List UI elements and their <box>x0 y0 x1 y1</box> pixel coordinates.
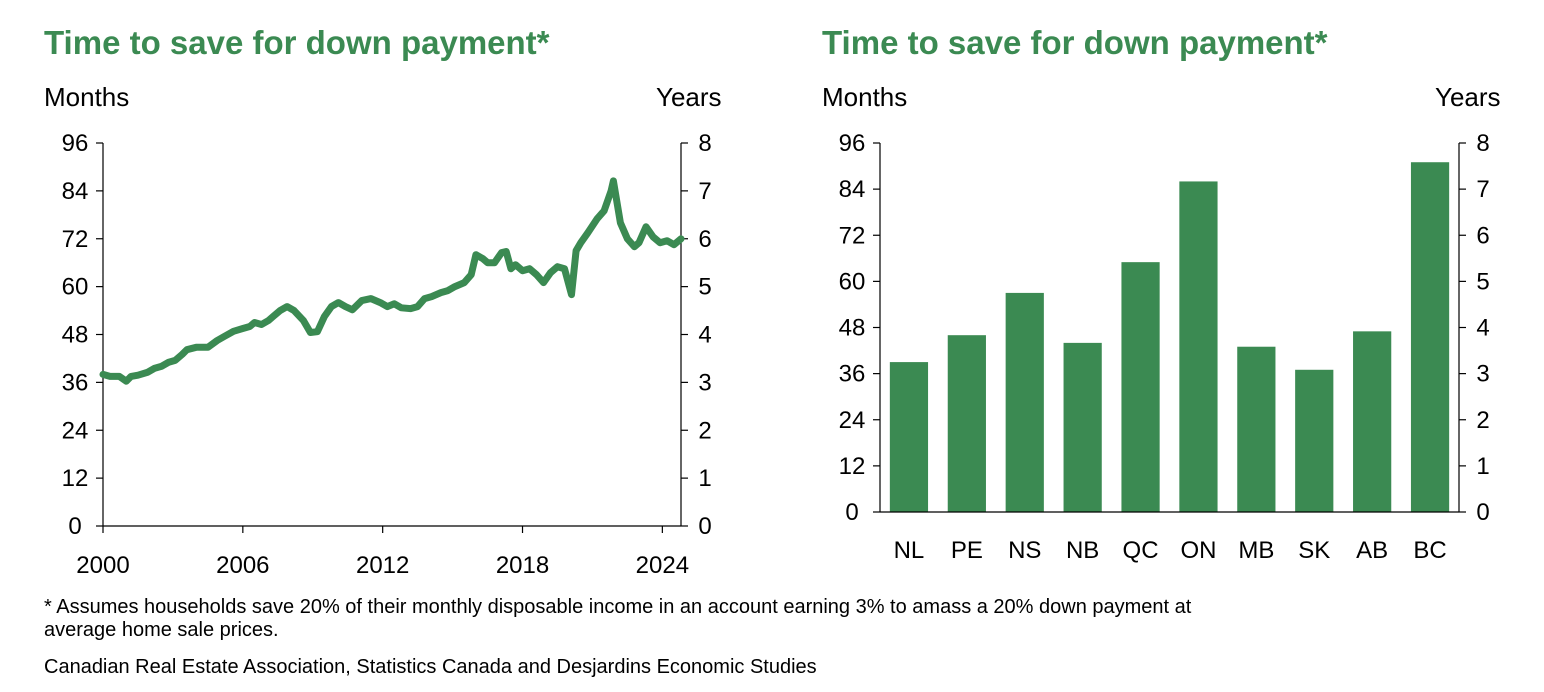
right-y2-tick-label: 7 <box>1476 176 1489 203</box>
right-y-tick-label: 96 <box>839 130 866 157</box>
right-y2-tick-label: 6 <box>1476 222 1489 249</box>
right-x-tick-label: PE <box>951 537 983 564</box>
bar-nb <box>1063 342 1102 512</box>
left-y-tick-label: 12 <box>62 465 89 492</box>
left-series-line <box>99 177 685 385</box>
right-y-tick-label: 36 <box>839 361 866 388</box>
left-x-tick-label: 2018 <box>496 552 549 579</box>
left-y-axis-label: Months <box>44 82 130 112</box>
bar-on <box>1179 181 1218 512</box>
bar-ns <box>1005 292 1044 512</box>
left-y2-tick-label: 4 <box>698 322 711 349</box>
right-y2-tick-label: 2 <box>1476 407 1489 434</box>
left-y2-tick-label: 3 <box>698 369 711 396</box>
right-y-tick-label: 24 <box>839 407 866 434</box>
left-chart-title: Time to save for down payment* <box>44 24 550 61</box>
left-y2-tick-label: 2 <box>698 417 711 444</box>
right-y2-tick-label: 5 <box>1476 268 1489 295</box>
right-y2-axis-label: Years <box>1435 82 1501 112</box>
left-y-tick-label: 60 <box>62 274 89 301</box>
left-x-tick-label: 2000 <box>76 552 129 579</box>
left-x-tick-label: 2024 <box>636 552 689 579</box>
left-y2-tick-label: 8 <box>698 130 711 157</box>
right-y2-tick-label: 4 <box>1476 315 1489 342</box>
right-y-tick-label: 12 <box>839 453 866 480</box>
left-y2-tick-label: 6 <box>698 226 711 253</box>
right-y-tick-label: 84 <box>839 176 866 203</box>
right-y2-tick-label: 0 <box>1476 499 1489 526</box>
right-x-tick-label: NB <box>1066 537 1099 564</box>
right-y2-tick-label: 8 <box>1476 130 1489 157</box>
left-y-tick-label: 24 <box>62 417 89 444</box>
right-x-tick-label: ON <box>1180 537 1216 564</box>
left-y2-tick-label: 1 <box>698 465 711 492</box>
bar-nl <box>889 362 929 512</box>
left-y2-axis-label: Years <box>656 82 722 112</box>
bar-ab <box>1353 331 1392 512</box>
left-y-tick-label: 96 <box>62 130 89 157</box>
right-y-axis-label: Months <box>822 82 908 112</box>
right-y-tick-label: 48 <box>839 315 866 342</box>
bar-sk <box>1295 369 1334 512</box>
right-y-tick-label: 0 <box>845 499 858 526</box>
right-x-tick-label: SK <box>1298 537 1330 564</box>
right-x-tick-label: BC <box>1413 537 1446 564</box>
right-y-tick-label: 72 <box>839 222 866 249</box>
footnote-line-2: average home sale prices. <box>44 619 279 641</box>
left-y2-tick-label: 7 <box>698 178 711 205</box>
right-x-tick-label: AB <box>1356 537 1388 564</box>
left-y-tick-label: 48 <box>62 322 89 349</box>
left-y2-tick-label: 5 <box>698 274 711 301</box>
left-y2-tick-label: 0 <box>698 513 711 540</box>
left-x-tick-label: 2006 <box>216 552 269 579</box>
left-y-tick-label: 72 <box>62 226 89 253</box>
bar-qc <box>1121 262 1160 512</box>
right-x-tick-label: NL <box>894 537 925 564</box>
right-x-tick-label: NS <box>1008 537 1041 564</box>
right-y2-tick-label: 1 <box>1476 453 1489 480</box>
right-x-tick-label: QC <box>1123 537 1159 564</box>
source-note: Canadian Real Estate Association, Statis… <box>44 656 817 678</box>
footnote: * Assumes households save 20% of their m… <box>44 596 1192 618</box>
bar-mb <box>1237 346 1276 512</box>
right-chart-title: Time to save for down payment* <box>822 24 1328 61</box>
left-x-tick-label: 2012 <box>356 552 409 579</box>
right-x-tick-label: MB <box>1238 537 1274 564</box>
bar-bc <box>1410 162 1450 512</box>
right-y-tick-label: 60 <box>839 268 866 295</box>
right-y2-tick-label: 3 <box>1476 361 1489 388</box>
left-y-tick-label: 36 <box>62 369 89 396</box>
bar-pe <box>947 335 986 512</box>
left-y-tick-label: 84 <box>62 178 89 205</box>
left-y-tick-label: 0 <box>68 513 81 540</box>
